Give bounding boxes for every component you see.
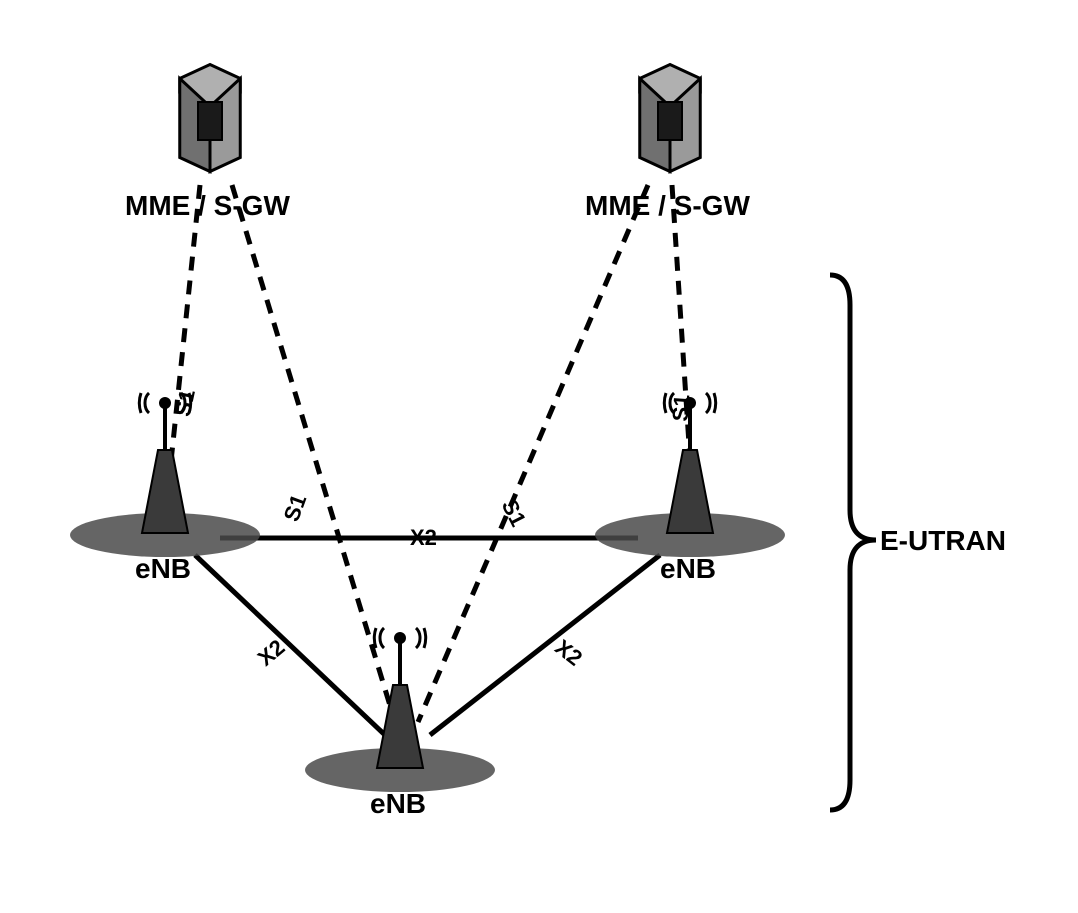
enb-label: eNB	[135, 553, 191, 585]
mme-sgw-node	[640, 65, 701, 172]
edge-x2-5	[195, 555, 385, 735]
edge-s1-0	[168, 185, 200, 490]
edge-s1-3	[418, 185, 648, 722]
region-label: E-UTRAN	[880, 525, 1006, 557]
region-brace	[830, 275, 876, 810]
mme-sgw-label: MME / S-GW	[585, 190, 750, 222]
edge-label-x2-4: X2	[410, 525, 437, 551]
enb-label: eNB	[660, 553, 716, 585]
enb-node	[305, 628, 495, 792]
enb-label: eNB	[370, 788, 426, 820]
enb-node	[70, 393, 260, 557]
edge-label-s1-2: S1	[668, 394, 696, 423]
mme-sgw-label: MME / S-GW	[125, 190, 290, 222]
edge-s1-1	[232, 185, 395, 722]
edge-label-s1-0: S1	[170, 387, 201, 419]
edge-x2-6	[430, 555, 660, 735]
mme-sgw-node	[180, 65, 241, 172]
diagram-canvas	[0, 0, 1078, 908]
svg-layer	[0, 0, 1078, 908]
